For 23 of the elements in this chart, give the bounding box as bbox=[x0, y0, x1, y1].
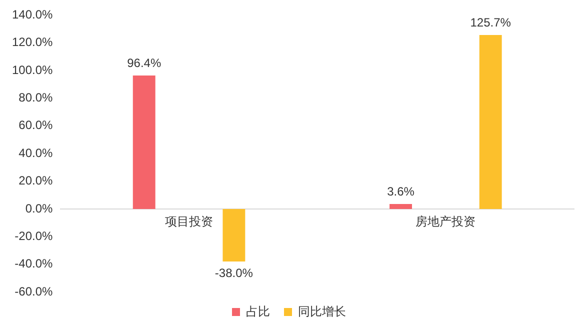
legend-label: 占比 bbox=[246, 304, 270, 318]
y-tick-label: 20.0% bbox=[18, 174, 54, 188]
y-tick-label: 120.0% bbox=[12, 35, 54, 50]
y-tick-label: 100.0% bbox=[12, 62, 54, 77]
y-tick-label: 60.0% bbox=[18, 118, 54, 132]
y-tick-label: -40.0% bbox=[14, 256, 54, 271]
data-label: 125.7% bbox=[470, 15, 512, 30]
legend-label: 同比增长 bbox=[298, 304, 346, 318]
bar bbox=[132, 76, 156, 209]
y-tick-label: 0.0% bbox=[25, 201, 54, 216]
x-tick-label: 项目投资 bbox=[165, 214, 214, 228]
y-tick-label: 40.0% bbox=[18, 146, 54, 160]
data-label: -38.0% bbox=[214, 266, 254, 280]
x-tick-label: 房地产投资 bbox=[416, 214, 476, 228]
y-tick-label: -60.0% bbox=[14, 284, 54, 298]
data-label: 3.6% bbox=[387, 184, 415, 198]
bar bbox=[390, 204, 412, 209]
y-tick-label: 80.0% bbox=[18, 90, 54, 105]
y-tick-label: 140.0% bbox=[12, 8, 54, 22]
data-label: 96.4% bbox=[127, 56, 162, 70]
y-tick-label: -20.0% bbox=[14, 228, 54, 243]
bar bbox=[222, 208, 246, 262]
bar bbox=[479, 34, 502, 209]
